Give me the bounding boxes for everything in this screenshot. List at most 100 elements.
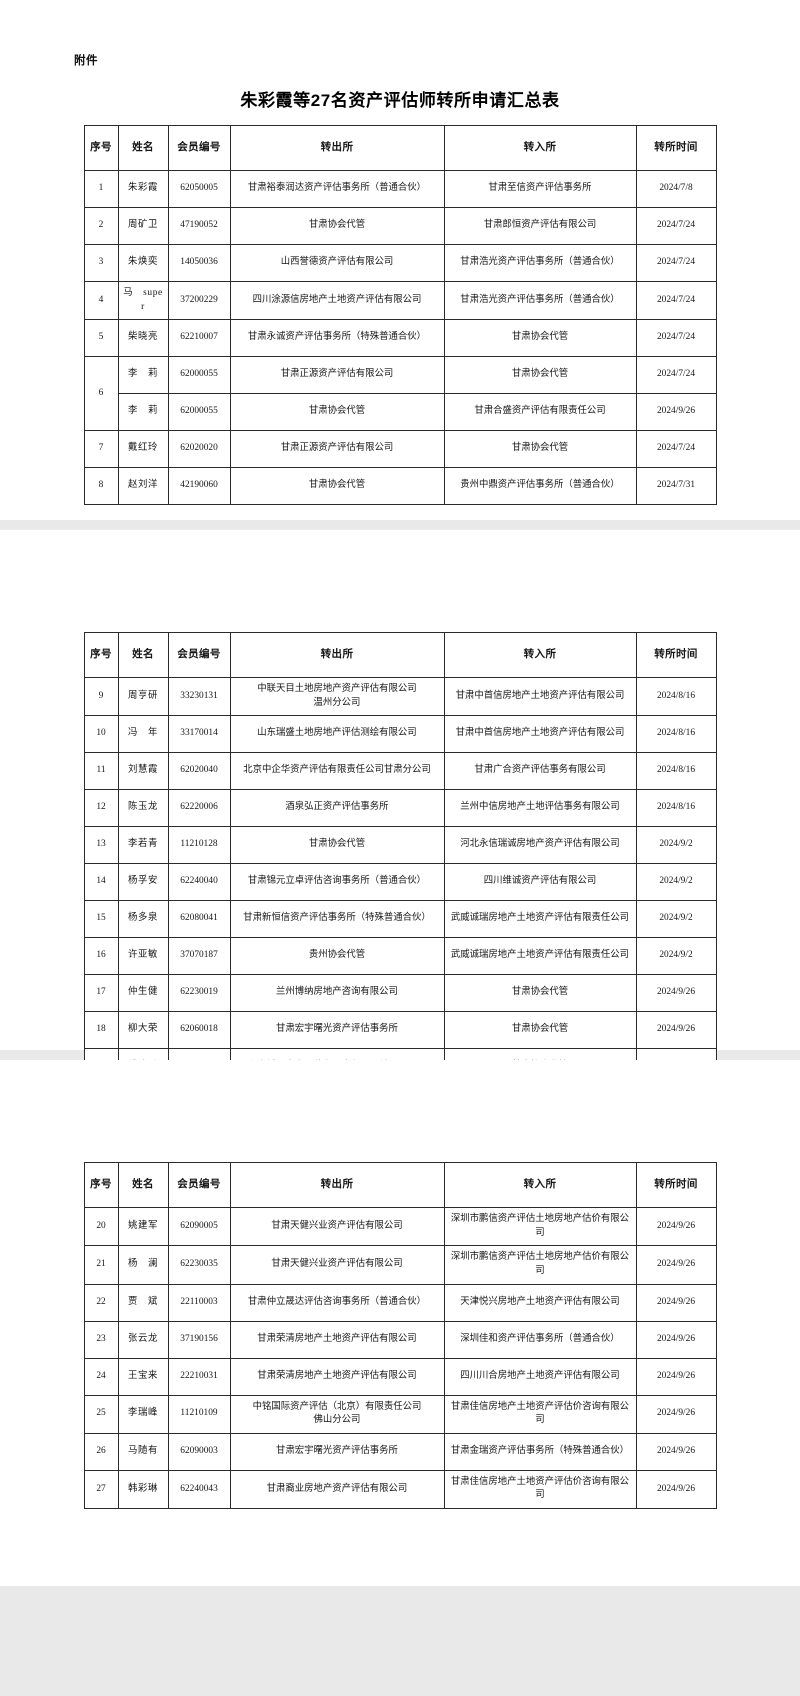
column-header-transfer-date: 转所时间 [635,1162,717,1208]
cell-index: 11 [83,752,119,791]
cell-name: 柳大荣 [117,1011,169,1050]
cell-member-no: 62050005 [167,170,231,208]
cell-index: 25 [83,1394,119,1434]
cell-member-no: 62090003 [167,1432,231,1471]
cell-transfer-in: 深圳市鹏信资产评估土地房地产估价有限公司 [443,1245,637,1285]
cell-name: 韩彩琳 [117,1469,169,1510]
cell-transfer-out: 甘肃天健兴业资产评估有限公司 [229,1245,445,1285]
cell-name: 周矿卫 [117,207,169,245]
cell-name: 陈玉龙 [117,789,169,828]
cell-transfer-out: 甘肃天健兴业资产评估有限公司 [229,1206,445,1247]
cell-transfer-in: 河北永信瑞诚房地产资产评估有限公司 [443,826,637,865]
cell-index: 22 [83,1283,119,1322]
table-header-row: 序号 姓名 会员编号 转出所 转入所 转所时间 [83,632,717,678]
cell-member-no: 22210031 [167,1357,231,1396]
table-row: 李 莉 62000055 甘肃协会代管 甘肃合盛资产评估有限责任公司 2024/9/26 [84,393,717,432]
column-header-index: 序号 [83,125,119,171]
cell-member-no: 62090005 [167,1206,231,1247]
cell-name: 马随有 [117,1432,169,1471]
table-row: 1 朱彩霞 62050005 甘肃裕泰润达资产评估事务所（普通合伙） 甘肃至信资产评估事… [83,170,717,208]
cell-index: 23 [83,1320,119,1359]
cell-member-no: 62060018 [167,1011,231,1050]
column-header-transfer-date: 转所时间 [635,125,717,171]
cell-transfer-in: 四川维诚资产评估有限公司 [443,863,637,902]
cell-transfer-out: 酒泉弘正资产评估事务所 [229,789,445,828]
column-header-transfer-in: 转入所 [443,1162,637,1208]
cell-transfer-out: 中联天目土地房地产资产评估有限公司 温州分公司 [229,676,445,717]
cell-transfer-date: 2024/8/16 [635,715,717,754]
table-header-row: 序号 姓名 会员编号 转出所 转入所 转所时间 [83,1162,717,1208]
column-header-transfer-out: 转出所 [229,632,445,678]
cell-index: 9 [83,676,119,717]
page-title: 朱彩霞等27名资产评估师转所申请汇总表 [240,91,560,110]
cell-transfer-date: 2024/9/26 [635,1206,717,1247]
cell-transfer-in: 甘肃佳信房地产土地资产评估价咨询有限公司 [443,1469,637,1510]
cell-transfer-in: 甘肃广合资产评估事务有限公司 [443,752,637,791]
cell-transfer-date: 2024/8/16 [635,789,717,828]
cell-transfer-in: 甘肃协会代管 [443,319,637,358]
cell-index: 10 [83,715,119,754]
cell-name: 仲生健 [117,974,169,1013]
cell-transfer-out: 山西誉德资产评估有限公司 [229,244,445,282]
cell-name: 赵刘洋 [117,467,169,506]
cell-transfer-out: 兰州博纳房地产咨询有限公司 [229,974,445,1013]
table-row: 21 杨 澜 62230035 甘肃天健兴业资产评估有限公司 深圳市鹏信资产评估土地房地… [83,1245,717,1285]
table-row: 23 张云龙 37190156 甘肃荣清房地产土地资产评估有限公司 深圳佳和资产评估事务… [83,1320,717,1359]
cell-transfer-in: 甘肃浩光资产评估事务所（普通合伙） [443,280,637,321]
table-header-row: 序号 姓名 会员编号 转出所 转入所 转所时间 [83,125,717,171]
cell-name: 杨孚安 [117,863,169,902]
cell-transfer-date: 2024/9/26 [635,1432,717,1471]
cell-transfer-out: 甘肃协会代管 [229,826,445,865]
cell-transfer-in: 甘肃协会代管 [443,356,637,395]
cell-member-no: 62000055 [167,393,231,432]
cell-transfer-in: 武威诚瑞房地产土地资产评估有限责任公司 [443,937,637,976]
table-body-page-1: 1 朱彩霞 62050005 甘肃裕泰润达资产评估事务所（普通合伙） 甘肃至信资产评估事… [83,170,717,506]
cell-index: 27 [83,1469,119,1510]
cell-transfer-in: 深圳佳和资产评估事务所（普通合伙） [443,1320,637,1359]
cell-member-no: 62000055 [167,356,231,395]
column-header-transfer-out: 转出所 [229,125,445,171]
cell-name: 王宝来 [117,1357,169,1396]
cell-index: 6 [83,356,119,432]
cell-index: 26 [83,1432,119,1471]
cell-transfer-out: 甘肃仲立晟达评估咨询事务所（普通合伙） [229,1283,445,1322]
table-row: 7 戴红玲 62020020 甘肃正源资产评估有限公司 甘肃协会代管 2024/7/24 [83,430,717,469]
cell-transfer-in: 四川川合房地产土地资产评估有限公司 [443,1357,637,1396]
cell-index: 24 [83,1357,119,1396]
cell-transfer-in: 甘肃中首信房地产土地资产评估有限公司 [443,715,637,754]
cell-transfer-in: 甘肃合盛资产评估有限责任公司 [443,393,637,432]
transfer-table-page-1: 序号 姓名 会员编号 转出所 转入所 转所时间 1 朱彩霞 62050005 甘肃裕泰… [83,125,717,506]
cell-transfer-out: 甘肃永诚资产评估事务所（特殊普通合伙） [229,319,445,358]
cell-transfer-in: 甘肃至信资产评估事务所 [443,170,637,208]
cell-transfer-out: 甘肃锦元立卓评估咨询事务所（普通合伙） [229,863,445,902]
cell-transfer-date: 2024/9/2 [635,937,717,976]
cell-transfer-out: 甘肃协会代管 [229,393,445,432]
cell-name: 朱彩霞 [117,170,169,208]
table-row: 3 朱焕奕 14050036 山西誉德资产评估有限公司 甘肃浩光资产评估事务所（普通合伙… [83,244,717,282]
table-row: 20 姚建军 62090005 甘肃天健兴业资产评估有限公司 深圳市鹏信资产评估土地房地… [83,1206,717,1247]
attachment-label: 附件 [74,55,98,67]
cell-transfer-in: 甘肃协会代管 [443,430,637,469]
cell-name: 李若青 [117,826,169,865]
table-row: 10 冯 年 33170014 山东瑞盛土地房地产评估测绘有限公司 甘肃中首信房地产土地… [83,715,717,754]
cell-transfer-date: 2024/9/26 [635,1394,717,1434]
cell-member-no: 62240043 [167,1469,231,1510]
column-header-name: 姓名 [117,125,169,171]
cell-transfer-date: 2024/9/2 [635,863,717,902]
cell-name: 李 莉 [117,356,169,395]
table-body-page-2: 9 周亨研 33230131 中联天目土地房地产资产评估有限公司 温州分公司 甘肃中首信房… [83,676,717,1087]
cell-index: 16 [83,937,119,976]
table-row: 24 王宝来 22210031 甘肃荣清房地产土地资产评估有限公司 四川川合房地产土地资… [83,1357,717,1396]
cell-member-no: 37190156 [167,1320,231,1359]
cell-index: 1 [83,170,119,208]
column-header-member-no: 会员编号 [167,632,231,678]
table-row: 11 刘慧霞 62020040 北京中企华资产评估有限责任公司甘肃分公司 甘肃广合资产评… [83,752,717,791]
cell-name: 冯 年 [117,715,169,754]
cell-name: 李 莉 [117,393,169,432]
cell-name: 李瑞峰 [117,1394,169,1434]
table-row: 16 许亚敏 37070187 贵州协会代管 武威诚瑞房地产土地资产评估有限责任公司 20… [83,937,717,976]
cell-name: 贾 斌 [117,1283,169,1322]
cell-index: 20 [83,1206,119,1247]
page-separator-1 [0,520,800,530]
cell-index: 7 [83,430,119,469]
